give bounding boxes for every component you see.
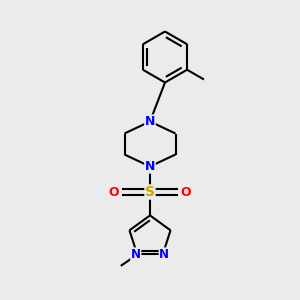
Text: N: N xyxy=(145,115,155,128)
Text: N: N xyxy=(159,248,169,261)
Text: O: O xyxy=(181,185,191,199)
Text: O: O xyxy=(109,185,119,199)
Text: N: N xyxy=(131,248,141,261)
Text: S: S xyxy=(145,185,155,199)
Text: N: N xyxy=(145,160,155,173)
